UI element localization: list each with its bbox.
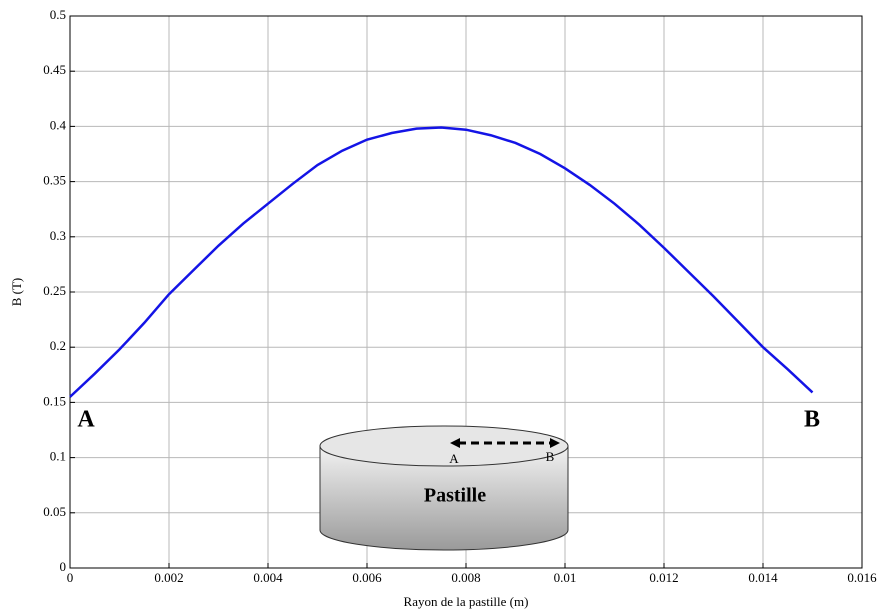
data-line: [69, 126, 814, 398]
x-tick-label: 0.008: [451, 570, 480, 585]
x-tick-label: 0.012: [649, 570, 678, 585]
x-tick-label: 0.014: [748, 570, 778, 585]
annotation: A: [77, 407, 95, 433]
annotation: A: [449, 451, 459, 466]
cylinder-body: [319, 445, 569, 551]
annotation: B: [804, 407, 820, 433]
y-axis-label: B (T): [9, 278, 24, 307]
y-tick-label: 0.5: [50, 7, 66, 22]
y-tick-label: 0.05: [43, 504, 66, 519]
x-tick-label: 0.002: [154, 570, 183, 585]
y-tick-label: 0.15: [43, 393, 66, 408]
x-tick-label: 0.01: [554, 570, 577, 585]
x-tick-label: 0.004: [253, 570, 283, 585]
x-axis-label: Rayon de la pastille (m): [404, 594, 529, 609]
y-tick-label: 0: [60, 559, 67, 574]
y-tick-label: 0.3: [50, 228, 66, 243]
cylinder-top: [319, 425, 569, 467]
y-tick-label: 0.4: [50, 117, 67, 132]
y-tick-label: 0.25: [43, 283, 66, 298]
annotation: B: [546, 449, 555, 464]
pastille-drawing: [319, 425, 569, 551]
y-tick-label: 0.2: [50, 338, 66, 353]
y-tick-label: 0.45: [43, 62, 66, 77]
x-tick-label: 0.006: [352, 570, 382, 585]
y-tick-label: 0.1: [50, 449, 66, 464]
annotation: Pastille: [424, 485, 486, 507]
x-tick-label: 0: [67, 570, 74, 585]
x-tick-label: 0.016: [847, 570, 877, 585]
y-tick-label: 0.35: [43, 173, 66, 188]
